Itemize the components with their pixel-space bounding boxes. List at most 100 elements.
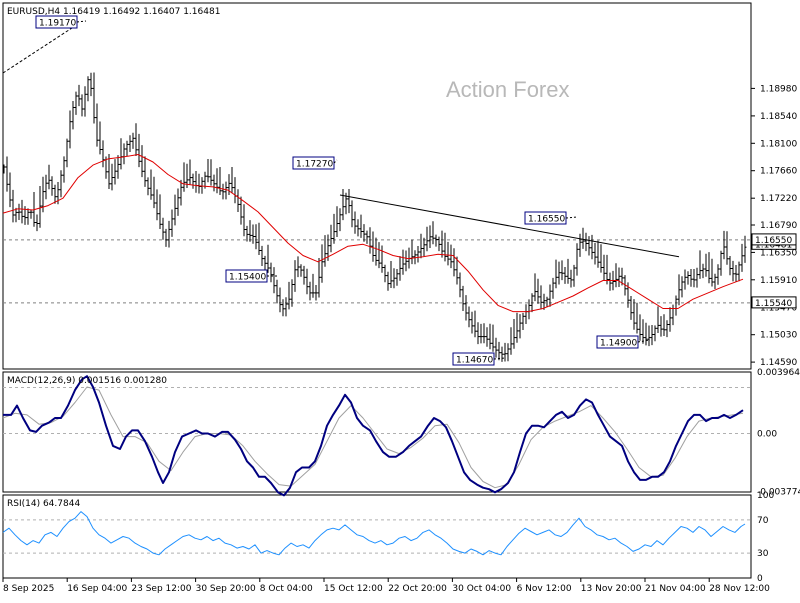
price-bar-86 bbox=[260, 245, 264, 266]
macd-y-tick-label: -0.003774 bbox=[757, 487, 800, 497]
price-bar-189 bbox=[569, 269, 573, 288]
price-bar-198 bbox=[596, 240, 600, 268]
price-bar-73 bbox=[221, 183, 225, 200]
price-bar-60 bbox=[182, 162, 186, 192]
x-axis-tick-label: 30 Sep 20:00 bbox=[196, 584, 256, 594]
price-bar-125 bbox=[377, 242, 381, 269]
annotation-pointer bbox=[76, 20, 87, 23]
x-axis-tick-label: 22 Oct 20:00 bbox=[388, 584, 447, 594]
price-bar-152 bbox=[458, 272, 462, 298]
price-bar-119 bbox=[359, 214, 363, 238]
price-bar-240 bbox=[722, 230, 726, 260]
price-bar-63 bbox=[191, 173, 195, 189]
price-bar-224 bbox=[674, 295, 678, 316]
price-bar-37 bbox=[113, 159, 117, 185]
price-bar-177 bbox=[533, 273, 537, 302]
price-bar-28 bbox=[86, 76, 90, 102]
price-bar-98 bbox=[296, 256, 300, 278]
level-label-1: 1.15540 bbox=[755, 299, 792, 309]
price-bar-120 bbox=[362, 224, 366, 242]
price-bar-84 bbox=[254, 224, 258, 250]
x-axis-tick-label: 16 Sep 04:00 bbox=[67, 584, 127, 594]
price-bar-77 bbox=[233, 177, 237, 204]
price-bar-242 bbox=[728, 256, 732, 276]
x-axis-tick-label: 15 Oct 12:00 bbox=[324, 584, 383, 594]
price-bar-126 bbox=[380, 245, 384, 273]
price-bar-192 bbox=[578, 233, 582, 257]
level-label-0: 1.16550 bbox=[755, 236, 792, 246]
moving-average-line bbox=[2, 154, 744, 313]
price-bar-213 bbox=[641, 319, 645, 344]
price-bar-4 bbox=[14, 207, 18, 223]
price-bar-175 bbox=[527, 299, 531, 320]
macd-y-tick-label: 0.00 bbox=[757, 430, 777, 440]
price-bar-54 bbox=[164, 228, 168, 247]
price-bar-202 bbox=[608, 272, 612, 291]
price-bar-220 bbox=[662, 314, 666, 336]
price-bar-79 bbox=[239, 196, 243, 225]
connector-line bbox=[2, 25, 76, 74]
price-bar-179 bbox=[539, 285, 543, 310]
price-bar-212 bbox=[638, 314, 642, 341]
price-bar-182 bbox=[548, 284, 552, 307]
price-bar-186 bbox=[560, 260, 564, 281]
price-bar-134 bbox=[404, 250, 408, 272]
price-bar-155 bbox=[467, 306, 471, 328]
price-bar-200 bbox=[602, 254, 606, 281]
price-bar-46 bbox=[140, 145, 144, 178]
price-bar-90 bbox=[272, 267, 276, 294]
annotation-pointer bbox=[493, 357, 506, 360]
price-bar-40 bbox=[122, 143, 126, 165]
price-bar-231 bbox=[695, 267, 699, 288]
price-bar-101 bbox=[305, 268, 309, 295]
price-bar-195 bbox=[587, 236, 591, 256]
price-bar-218 bbox=[656, 306, 660, 333]
x-axis-tick-label: 28 Nov 12:00 bbox=[709, 584, 770, 594]
price-bar-12 bbox=[38, 186, 42, 228]
price-bar-85 bbox=[257, 222, 261, 255]
price-bar-65 bbox=[197, 173, 201, 194]
price-bar-118 bbox=[356, 219, 360, 237]
price-bar-169 bbox=[509, 327, 513, 355]
symbol-header: EURUSD,H4 1.16419 1.16492 1.16407 1.1648… bbox=[7, 7, 220, 17]
price-bar-147 bbox=[443, 232, 447, 262]
price-bar-150 bbox=[452, 248, 456, 277]
price-bar-96 bbox=[290, 279, 294, 307]
annotation-1: 1.17270 bbox=[292, 156, 338, 170]
price-bar-243 bbox=[731, 260, 735, 282]
price-bar-48 bbox=[146, 177, 150, 196]
price-bar-205 bbox=[617, 267, 621, 287]
annotation-label: 1.17270 bbox=[296, 160, 333, 170]
price-bar-145 bbox=[437, 236, 441, 252]
price-y-tick-label: 1.17660 bbox=[760, 167, 797, 177]
price-bar-20 bbox=[62, 156, 66, 183]
annotation-pointer bbox=[333, 159, 338, 164]
price-bar-164 bbox=[494, 337, 498, 358]
price-bar-223 bbox=[671, 304, 675, 326]
price-bar-225 bbox=[677, 274, 681, 306]
price-bar-236 bbox=[710, 258, 714, 287]
annotation-4: 1.16550 bbox=[524, 211, 578, 225]
price-bar-24 bbox=[74, 91, 78, 115]
axis-layer: 1.145901.150301.154701.159101.163501.167… bbox=[2, 84, 800, 594]
price-bar-160 bbox=[482, 323, 486, 344]
watermark-text: Action Forex bbox=[446, 77, 570, 102]
price-bar-31 bbox=[95, 103, 99, 147]
price-bar-91 bbox=[275, 279, 279, 304]
rsi-y-tick-label: 70 bbox=[757, 516, 769, 526]
price-bar-42 bbox=[128, 135, 132, 152]
price-bar-13 bbox=[41, 176, 45, 213]
price-bar-229 bbox=[689, 269, 693, 287]
price-bar-124 bbox=[374, 237, 378, 266]
price-bar-149 bbox=[449, 244, 453, 269]
price-bar-239 bbox=[719, 250, 723, 276]
price-bar-197 bbox=[593, 242, 597, 265]
price-bar-190 bbox=[572, 264, 576, 287]
price-bar-138 bbox=[416, 246, 420, 263]
price-bar-97 bbox=[293, 260, 297, 292]
price-bar-23 bbox=[71, 101, 75, 130]
price-bar-75 bbox=[227, 174, 231, 195]
price-bar-17 bbox=[53, 184, 57, 204]
